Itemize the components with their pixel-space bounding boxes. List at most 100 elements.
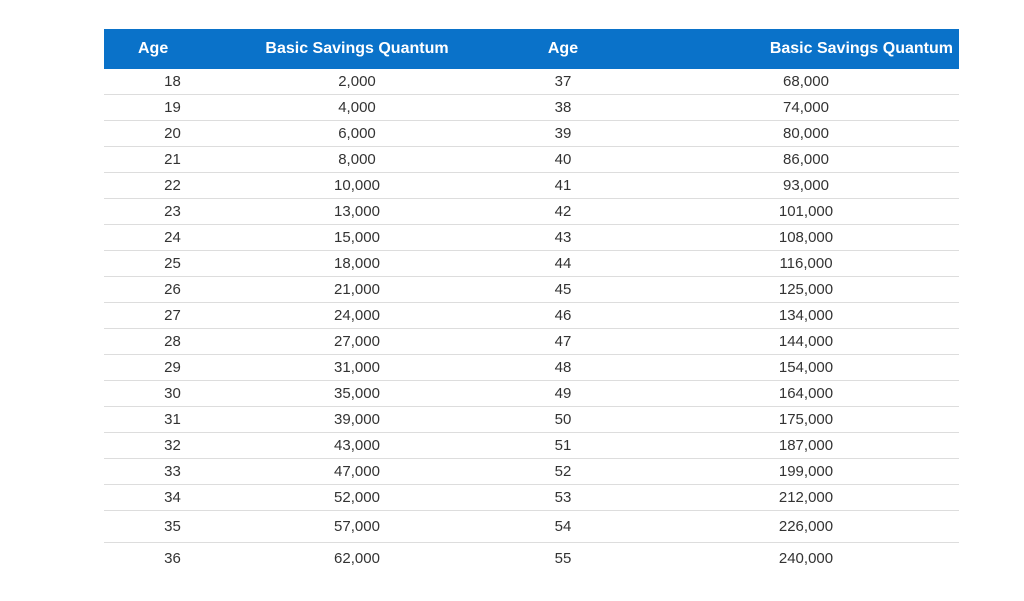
cell-bsq-left: 31,000 — [241, 354, 473, 381]
header-age-left: Age — [138, 40, 169, 57]
cell-age-left: 29 — [104, 354, 241, 381]
cell-age-left: 34 — [104, 484, 241, 511]
cell-bsq-right: 116,000 — [653, 250, 959, 277]
basic-savings-table: Age Basic Savings Quantum Age Basic Savi… — [104, 29, 959, 574]
cell-age-left: 22 — [104, 172, 241, 199]
cell-bsq-left: 57,000 — [241, 510, 473, 543]
table-row: 31 39,000 50 175,000 — [104, 406, 959, 433]
table-row: 23 13,000 42 101,000 — [104, 198, 959, 225]
cell-age-right: 49 — [473, 380, 653, 407]
cell-age-left: 30 — [104, 380, 241, 407]
cell-bsq-right: 240,000 — [778, 550, 834, 567]
table-row: 27 24,000 46 134,000 — [104, 302, 959, 329]
cell-bsq-left: 13,000 — [241, 198, 473, 225]
cell-bsq-right: 80,000 — [653, 120, 959, 147]
cell-age-left: 24 — [104, 224, 241, 251]
cell-age-right: 53 — [473, 484, 653, 511]
cell-bsq-right: 68,000 — [653, 69, 959, 95]
table-row: 35 57,000 54 226,000 — [104, 510, 959, 543]
table-row: 34 52,000 53 212,000 — [104, 484, 959, 511]
cell-age-right: 55 — [554, 550, 572, 567]
cell-bsq-left: 39,000 — [241, 406, 473, 433]
cell-age-left: 33 — [104, 458, 241, 485]
table-row: 32 43,000 51 187,000 — [104, 432, 959, 459]
cell-bsq-right: 108,000 — [653, 224, 959, 251]
cell-bsq-left: 52,000 — [241, 484, 473, 511]
cell-age-left: 25 — [104, 250, 241, 277]
cell-age-right: 38 — [473, 94, 653, 121]
cell-age-right: 51 — [473, 432, 653, 459]
cell-age-left: 20 — [104, 120, 241, 147]
cell-bsq-left: 2,000 — [241, 69, 473, 95]
cell-bsq-right: 125,000 — [653, 276, 959, 303]
cell-bsq-left: 35,000 — [241, 380, 473, 407]
cell-age-right: 40 — [473, 146, 653, 173]
table-row: 24 15,000 43 108,000 — [104, 224, 959, 251]
cell-bsq-left: 10,000 — [241, 172, 473, 199]
cell-bsq-right: 93,000 — [653, 172, 959, 199]
cell-age-left: 36 — [164, 550, 181, 567]
cell-bsq-left: 21,000 — [241, 276, 473, 303]
table-row: 33 47,000 52 199,000 — [104, 458, 959, 485]
cell-age-right: 45 — [473, 276, 653, 303]
cell-bsq-right: 154,000 — [653, 354, 959, 381]
cell-bsq-left: 27,000 — [241, 328, 473, 355]
table-row: 20 6,000 39 80,000 — [104, 120, 959, 147]
cell-age-left: 32 — [104, 432, 241, 459]
cell-age-right: 47 — [473, 328, 653, 355]
cell-bsq-right: 187,000 — [653, 432, 959, 459]
cell-bsq-left: 6,000 — [241, 120, 473, 147]
cell-age-left: 18 — [104, 69, 241, 95]
cell-bsq-right: 199,000 — [653, 458, 959, 485]
cell-bsq-left: 62,000 — [334, 550, 380, 567]
cell-age-right: 43 — [473, 224, 653, 251]
cell-bsq-right: 86,000 — [653, 146, 959, 173]
table-row: 36 62,000 55 240,000 — [104, 543, 959, 575]
cell-age-left: 21 — [104, 146, 241, 173]
table-header-row: Age Basic Savings Quantum Age Basic Savi… — [104, 29, 959, 69]
table-row: 28 27,000 47 144,000 — [104, 328, 959, 355]
cell-bsq-left: 18,000 — [241, 250, 473, 277]
cell-age-right: 50 — [473, 406, 653, 433]
cell-bsq-right: 74,000 — [653, 94, 959, 121]
cell-age-left: 27 — [104, 302, 241, 329]
cell-age-left: 23 — [104, 198, 241, 225]
cell-bsq-right: 164,000 — [653, 380, 959, 407]
cell-bsq-left: 8,000 — [241, 146, 473, 173]
cell-age-left: 35 — [104, 510, 241, 543]
cell-age-left: 26 — [104, 276, 241, 303]
cell-age-right: 46 — [473, 302, 653, 329]
cell-bsq-left: 43,000 — [241, 432, 473, 459]
cell-bsq-left: 47,000 — [241, 458, 473, 485]
table-row: 21 8,000 40 86,000 — [104, 146, 959, 173]
table-row: 26 21,000 45 125,000 — [104, 276, 959, 303]
table-row: 18 2,000 37 68,000 — [104, 69, 959, 95]
table-row: 25 18,000 44 116,000 — [104, 250, 959, 277]
cell-age-left: 19 — [104, 94, 241, 121]
table-row: 29 31,000 48 154,000 — [104, 354, 959, 381]
cell-age-left: 28 — [104, 328, 241, 355]
cell-bsq-right: 134,000 — [653, 302, 959, 329]
cell-bsq-left: 15,000 — [241, 224, 473, 251]
cell-bsq-right: 175,000 — [653, 406, 959, 433]
cell-age-right: 44 — [473, 250, 653, 277]
header-bsq-left: Basic Savings Quantum — [265, 40, 449, 57]
cell-age-right: 52 — [473, 458, 653, 485]
cell-age-right: 41 — [473, 172, 653, 199]
table-row: 30 35,000 49 164,000 — [104, 380, 959, 407]
cell-age-left: 31 — [104, 406, 241, 433]
basic-savings-table-container: Age Basic Savings Quantum Age Basic Savi… — [104, 29, 959, 574]
header-bsq-right: Basic Savings Quantum — [769, 40, 953, 57]
cell-age-right: 48 — [473, 354, 653, 381]
table-body: 18 2,000 37 68,000 19 4,000 38 74,000 20 6,000 39 8… — [104, 69, 959, 574]
cell-bsq-left: 24,000 — [241, 302, 473, 329]
table-row: 22 10,000 41 93,000 — [104, 172, 959, 199]
header-age-right: Age — [547, 40, 579, 57]
cell-age-right: 42 — [473, 198, 653, 225]
cell-age-right: 54 — [473, 510, 653, 543]
cell-age-right: 37 — [473, 69, 653, 95]
cell-bsq-right: 226,000 — [653, 510, 959, 543]
cell-bsq-left: 4,000 — [241, 94, 473, 121]
cell-bsq-right: 101,000 — [653, 198, 959, 225]
table-row: 19 4,000 38 74,000 — [104, 94, 959, 121]
